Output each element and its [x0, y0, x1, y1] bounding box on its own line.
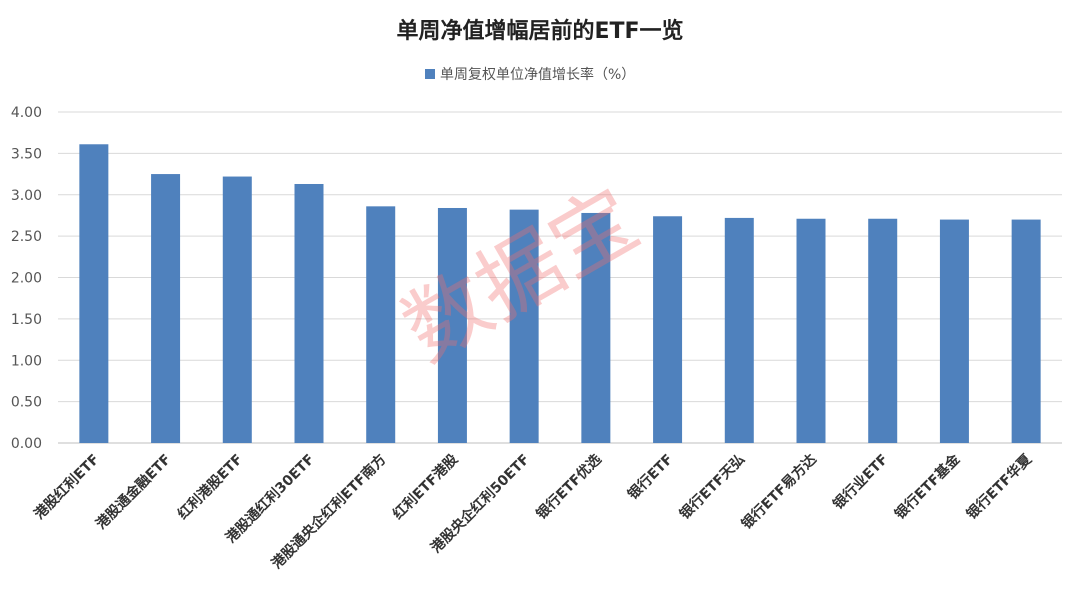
- bar: [796, 218, 826, 443]
- x-tick-label: 红利ETF港股: [389, 450, 462, 523]
- x-tick-label: 银行ETF易方达: [738, 451, 820, 533]
- y-tick-label: 0.50: [11, 395, 42, 411]
- x-tick-label: 红利港股ETF: [174, 451, 246, 523]
- bar: [294, 183, 324, 443]
- bar: [1011, 219, 1041, 443]
- y-axis-ticks: 0.00 0.50 1.00 1.50 2.00 2.50 3.00 3.50 4.00: [11, 105, 42, 452]
- bar: [366, 206, 396, 443]
- y-tick-label: 3.00: [11, 188, 42, 204]
- bar: [151, 174, 181, 443]
- y-tick-label: 3.50: [11, 146, 42, 162]
- bar: [79, 144, 109, 443]
- x-tick-label: 银行ETF基金: [891, 450, 964, 523]
- x-tick-label: 港股通金融ETF: [93, 451, 175, 533]
- bar: [509, 209, 539, 443]
- y-tick-label: 1.50: [11, 312, 42, 328]
- y-tick-label: 2.50: [11, 229, 42, 245]
- y-tick-label: 4.00: [11, 105, 42, 121]
- y-tick-label: 0.00: [11, 436, 42, 452]
- legend-label: 单周复权单位净值增长率（%）: [440, 66, 635, 83]
- bar: [653, 216, 683, 443]
- bars: [79, 144, 1041, 444]
- x-tick-label: 港股红利ETF: [31, 451, 103, 523]
- legend-swatch: [425, 69, 435, 79]
- y-tick-label: 2.00: [11, 271, 42, 287]
- x-tick-label: 银行ETF华夏: [963, 450, 1036, 523]
- bar: [868, 218, 898, 443]
- x-tick-label: 银行ETF天弘: [676, 451, 748, 523]
- x-tick-label: 港股通央企红利ETF南方: [268, 451, 389, 572]
- chart-title: 单周净值增幅居前的ETF一览: [396, 18, 683, 44]
- x-tick-label: 银行业ETF: [830, 451, 892, 513]
- legend: 单周复权单位净值增长率（%）: [425, 66, 635, 83]
- bar: [939, 219, 969, 443]
- bar: [222, 176, 252, 444]
- x-tick-label: 银行ETF: [624, 451, 676, 503]
- y-tick-label: 1.00: [11, 353, 42, 369]
- x-tick-label: 银行ETF优选: [533, 451, 605, 523]
- bar: [724, 217, 754, 443]
- bar: [581, 212, 611, 443]
- bar: [437, 207, 467, 443]
